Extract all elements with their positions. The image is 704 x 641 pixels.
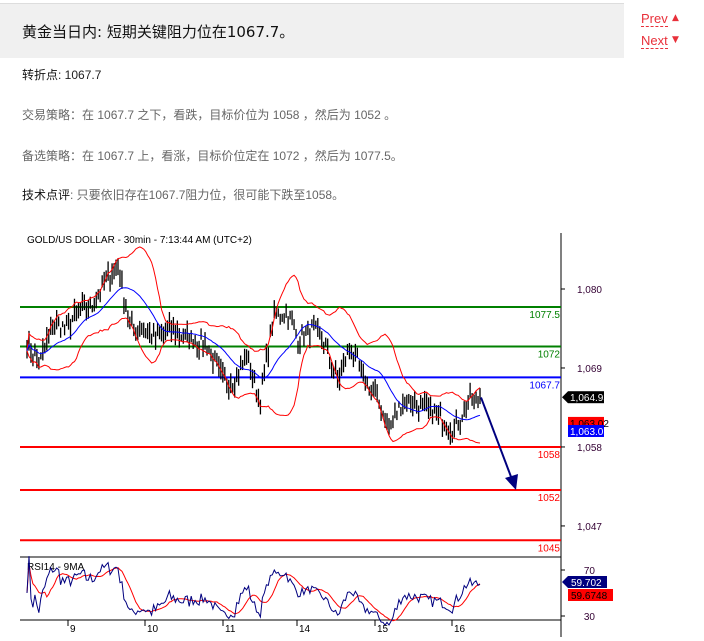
alternative-line: 备选策略：在 1067.7 上，看涨，目标价位定在 1072 ，然后为 1077… bbox=[22, 147, 403, 164]
level-label: 1067.7 bbox=[529, 380, 560, 391]
page-title: 黄金当日内: 短期关键阻力位在1067.7。 bbox=[22, 23, 295, 41]
price-tag bbox=[568, 424, 604, 437]
rsi-ma-tag-label: 59.6748 bbox=[571, 591, 608, 602]
y-tick-label: 1,069 bbox=[577, 364, 602, 375]
y-tick-label: 1,080 bbox=[577, 285, 602, 296]
y-tick-label: 1,047 bbox=[577, 522, 602, 533]
bollinger-upper bbox=[26, 246, 481, 402]
forecast-arrow-icon bbox=[505, 474, 518, 491]
rsi-tag-pointer bbox=[562, 576, 568, 588]
comment-label: 技术点评 bbox=[22, 188, 71, 202]
rsi-title: RSI14 - 9MA bbox=[27, 562, 85, 573]
header-bar: 黄金当日内: 短期关键阻力位在1067.7。 bbox=[0, 3, 624, 58]
x-tick-label: 14 bbox=[299, 624, 311, 635]
strategy-line: 交易策略：在 1067.7 之下，看跌，目标价位为 1058 ，然后为 1052… bbox=[22, 106, 396, 123]
x-tick-label: 16 bbox=[454, 624, 466, 635]
price-tag bbox=[568, 391, 604, 404]
rsi-tag bbox=[568, 576, 607, 588]
pivot-label: 转折点 bbox=[22, 68, 59, 82]
forecast-arrow-shaft bbox=[480, 397, 514, 483]
rsi-tag-label: 59.702 bbox=[571, 578, 602, 589]
strategy-label: 交易策略： bbox=[22, 108, 83, 122]
rsi-ma-tag bbox=[568, 589, 613, 601]
triangle-down-icon: ▼ bbox=[672, 35, 679, 45]
price-tag-pointer bbox=[562, 391, 568, 404]
rsi-line bbox=[26, 556, 481, 627]
prev-link[interactable]: Prev bbox=[641, 11, 668, 27]
next-link[interactable]: Next bbox=[641, 33, 668, 49]
alternative-text: 在 1067.7 上，看涨，目标价位定在 1072 ，然后为 1077.5。 bbox=[82, 149, 403, 163]
pivot-line: 转折点: 1067.7 bbox=[22, 66, 101, 83]
level-label: 1045 bbox=[538, 543, 561, 554]
y-tick-label: 1,058 bbox=[577, 443, 602, 454]
x-tick-label: 9 bbox=[70, 624, 76, 635]
pivot-value: : 1067.7 bbox=[58, 68, 102, 82]
price-tag-label: 1,063.02 bbox=[570, 419, 609, 430]
x-tick-label: 11 bbox=[225, 624, 236, 635]
level-label: 1072 bbox=[538, 349, 561, 360]
comment-text: : 只要依旧存在1067.7阻力位，很可能下跌至1058。 bbox=[70, 188, 345, 202]
bollinger-lower bbox=[26, 317, 481, 444]
level-label: 1052 bbox=[538, 493, 561, 504]
rsi-tick-label: 70 bbox=[584, 566, 596, 577]
x-tick-label: 10 bbox=[147, 624, 159, 635]
x-tick-label: 15 bbox=[377, 624, 389, 635]
chart-title: GOLD/US DOLLAR - 30min - 7:13:44 AM (UTC… bbox=[27, 235, 252, 246]
comment-line: 技术点评: 只要依旧存在1067.7阻力位，很可能下跌至1058。 bbox=[22, 186, 344, 203]
alternative-label: 备选策略： bbox=[22, 149, 83, 163]
price-tag-label: 1,063.01 bbox=[570, 427, 609, 438]
level-label: 1058 bbox=[538, 450, 561, 461]
rsi-tick-label: 30 bbox=[584, 612, 596, 623]
strategy-text: 在 1067.7 之下，看跌，目标价位为 1058 ，然后为 1052 。 bbox=[82, 108, 397, 122]
level-label: 1077.5 bbox=[529, 310, 560, 321]
rsi-ma-line bbox=[26, 564, 481, 622]
triangle-up-icon: ▲ bbox=[672, 13, 679, 23]
moving-average bbox=[26, 287, 481, 421]
price-tag-label: 1,064.93 bbox=[570, 393, 609, 404]
